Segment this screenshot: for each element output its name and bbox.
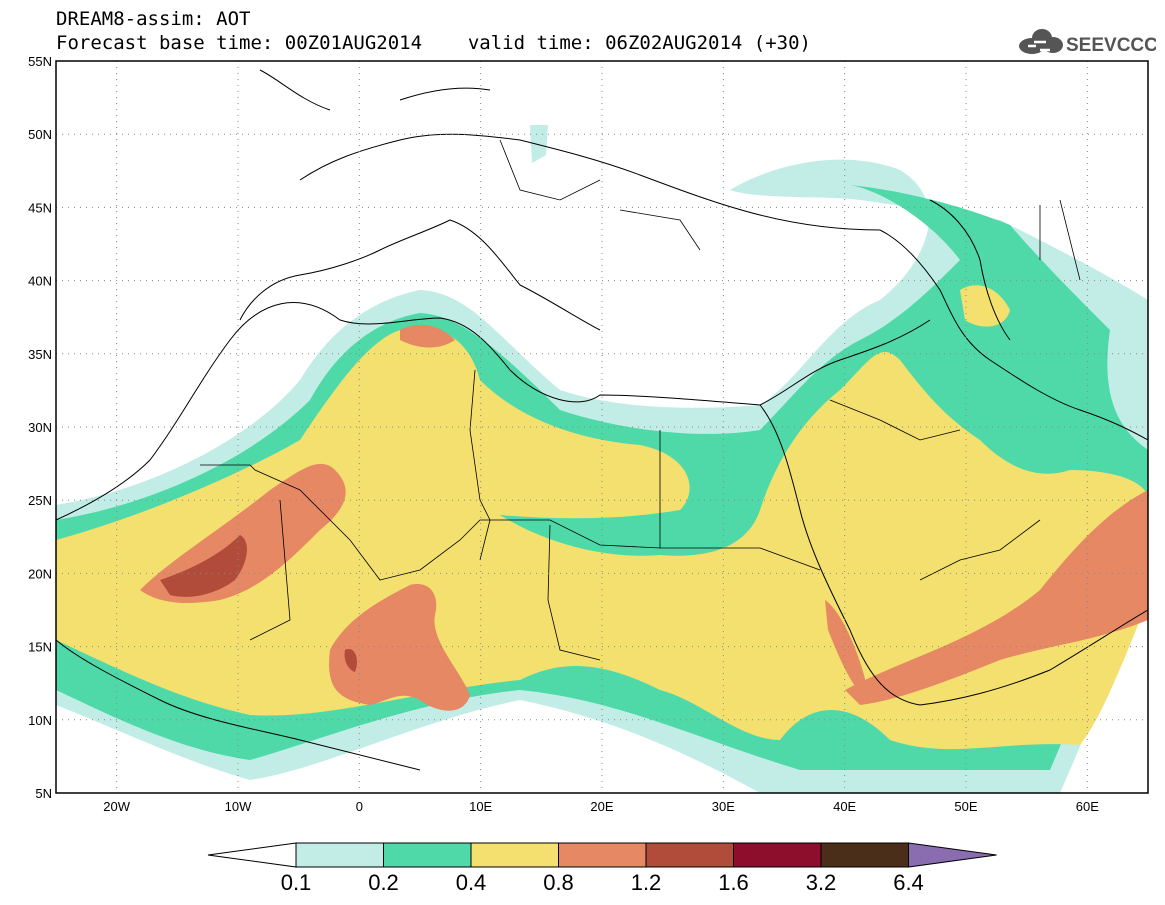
country-borders (200, 139, 1081, 661)
lon-label: 10E (469, 799, 492, 814)
lon-labels: 20W 10W 0 10E 20E 30E 40E 50E 60E (103, 799, 1099, 814)
lon-label: 30E (712, 799, 735, 814)
lat-label: 55N (28, 54, 52, 69)
colorbar-label: 0.2 (368, 870, 399, 895)
colorbar-label: 0.4 (456, 870, 487, 895)
map-title: DREAM8-assim: AOT (56, 8, 251, 30)
lat-label: 20N (28, 566, 52, 581)
graticule (56, 61, 1148, 793)
lon-label: 20E (590, 799, 613, 814)
lat-label: 5N (35, 786, 52, 801)
colorbar-label: 6.4 (893, 870, 924, 895)
logo-text: SEEVCCC (1066, 35, 1156, 56)
lat-label: 15N (28, 640, 52, 655)
lat-labels: 55N 50N 45N 40N 35N 30N 25N 20N 15N 10N 5N (28, 54, 52, 801)
coastlines (55, 69, 1149, 771)
colorbar-label: 0.8 (543, 870, 574, 895)
aot-contours (56, 125, 1148, 793)
aot-band-1.2 (160, 535, 247, 597)
aot-band-0.4-caspian (960, 285, 1010, 327)
colorbar-label: 1.2 (631, 870, 662, 895)
lon-label: 20W (103, 799, 130, 814)
lon-label: 0 (356, 799, 363, 814)
lat-label: 35N (28, 347, 52, 362)
valid-time: valid time: 06Z02AUG2014 (+30) (467, 32, 811, 54)
aot-band-1.2-b (344, 649, 357, 672)
colorbar-label: 0.1 (281, 870, 312, 895)
map-frame (55, 60, 1149, 794)
lat-label: 40N (28, 274, 52, 289)
colorbar-underflow-triangle (207, 842, 297, 868)
colorbar-label: 1.6 (718, 870, 749, 895)
aot-band-0.8-c (329, 584, 470, 711)
lat-label: 25N (28, 493, 52, 508)
colorbar-box (820, 842, 909, 868)
seevccc-logo: SEEVCCC (1019, 29, 1156, 56)
colorbar-box (645, 842, 734, 868)
lon-label: 40E (833, 799, 856, 814)
colorbar-box (383, 842, 472, 868)
base-time: Forecast base time: 00Z01AUG2014 (56, 32, 423, 54)
lat-label: 30N (28, 420, 52, 435)
aot-band-0.8-e (845, 490, 1148, 705)
lat-label: 45N (28, 200, 52, 215)
lon-label: 50E (954, 799, 977, 814)
aot-band-0.8-ne (400, 324, 455, 348)
aot-band-0.4 (56, 327, 1148, 750)
colorbar-box (470, 842, 559, 868)
lat-label: 10N (28, 713, 52, 728)
aot-band-0.8-r (825, 600, 870, 700)
lon-label: 60E (1076, 799, 1099, 814)
colorbar-overflow-triangle (908, 842, 997, 868)
colorbar-label: 3.2 (806, 870, 837, 895)
colorbar-box (295, 842, 384, 868)
lat-label: 50N (28, 127, 52, 142)
colorbar-box (558, 842, 647, 868)
forecast-times: Forecast base time: 00Z01AUG2014 valid t… (56, 33, 811, 54)
colorbar-box (733, 842, 822, 868)
aot-band-0.1-cz (530, 125, 548, 163)
lon-label: 10W (225, 799, 252, 814)
